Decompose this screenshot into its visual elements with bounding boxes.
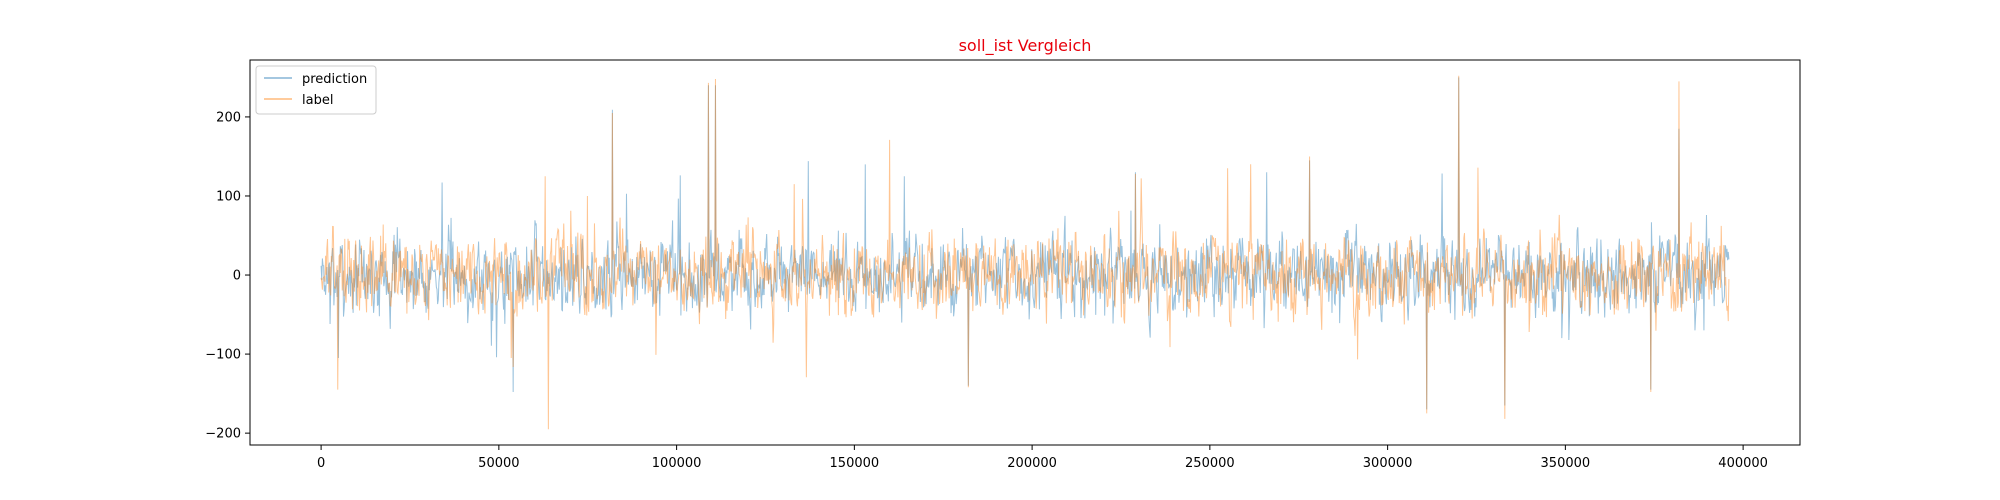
x-tick-label: 250000 bbox=[1185, 456, 1235, 471]
x-tick-label: 0 bbox=[317, 456, 325, 471]
legend-label-label: label bbox=[302, 93, 333, 108]
y-tick-label: 0 bbox=[233, 269, 241, 284]
x-tick-label: 350000 bbox=[1541, 456, 1591, 471]
plot-frame bbox=[249, 59, 1801, 446]
x-tick-label: 150000 bbox=[830, 456, 880, 471]
y-tick-label: −100 bbox=[205, 348, 241, 363]
series-line-prediction bbox=[320, 77, 1730, 410]
legend: prediction label bbox=[255, 65, 377, 115]
plot-area bbox=[320, 75, 1730, 430]
y-tick-label: −200 bbox=[205, 427, 241, 442]
x-axis: 0 50000 100000 150000 200000 250000 300000 3500… bbox=[317, 445, 1768, 471]
y-tick-label: 100 bbox=[216, 189, 241, 204]
x-tick-label: 200000 bbox=[1007, 456, 1057, 471]
x-tick-label: 300000 bbox=[1363, 456, 1413, 471]
x-tick-label: 50000 bbox=[478, 456, 519, 471]
legend-label-prediction: prediction bbox=[302, 72, 367, 87]
series-group bbox=[320, 75, 1730, 430]
series-line-label bbox=[320, 75, 1730, 430]
y-axis: −200 −100 0 100 200 bbox=[205, 110, 250, 442]
y-tick-label: 200 bbox=[216, 110, 241, 125]
chart-title: soll_ist Vergleich bbox=[959, 36, 1092, 56]
x-tick-label: 100000 bbox=[652, 456, 702, 471]
x-tick-label: 400000 bbox=[1718, 456, 1768, 471]
